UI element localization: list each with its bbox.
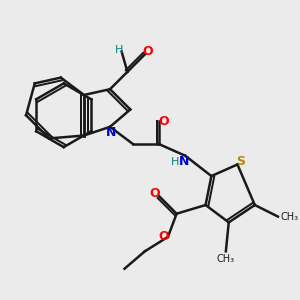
Text: H: H [115,45,123,55]
Text: CH₃: CH₃ [217,254,235,264]
Text: O: O [150,187,160,200]
Text: S: S [236,155,245,168]
Text: O: O [142,45,153,58]
Text: CH₃: CH₃ [281,212,299,222]
Text: N: N [106,126,117,139]
Text: H: H [171,157,179,166]
Text: O: O [158,115,169,128]
Text: O: O [158,230,169,243]
Text: N: N [179,155,189,168]
